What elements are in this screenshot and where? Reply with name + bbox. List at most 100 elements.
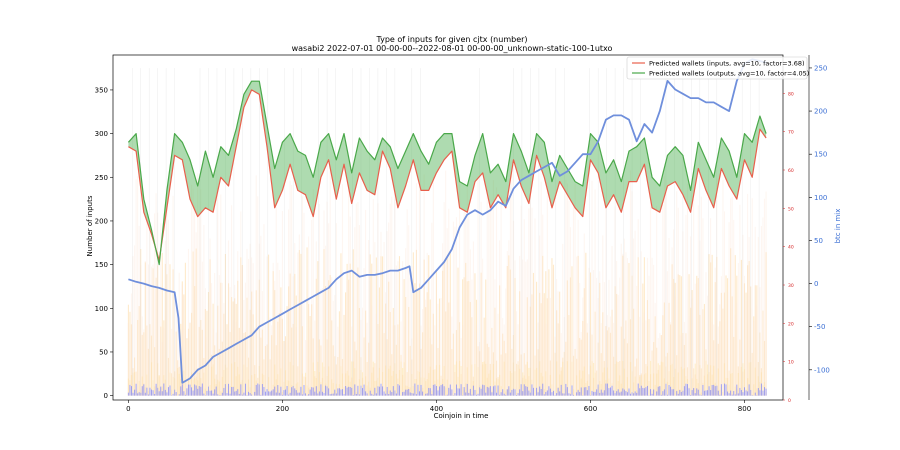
series-inputs-line-point <box>213 212 214 213</box>
series-btc-line-point <box>128 279 129 280</box>
series-btc-line-point <box>675 89 676 90</box>
series-inputs-line-point <box>528 203 529 204</box>
series-btc-line-point <box>313 296 314 297</box>
series-outputs-line-point <box>575 181 576 182</box>
x-tick-label: 0 <box>126 405 130 413</box>
series-outputs-line-point <box>490 172 491 173</box>
axes-frame <box>112 54 784 401</box>
series-inputs-line-point <box>659 212 660 213</box>
y-right2-tick-label: -100 <box>814 366 830 374</box>
series-outputs-line-point <box>182 142 183 143</box>
series-inputs-line-point <box>220 177 221 178</box>
series-outputs-line-point <box>420 151 421 152</box>
series-inputs-line-point <box>274 207 275 208</box>
series-outputs-line-point <box>590 133 591 134</box>
y-right1-tick-label: 0 <box>788 398 791 404</box>
series-outputs-line-point <box>567 168 568 169</box>
y-right1-tick-label: 60 <box>788 168 794 174</box>
series-outputs-line-point <box>736 177 737 178</box>
series-btc-line-point <box>367 274 368 275</box>
series-inputs-line <box>128 89 767 261</box>
y-right2-tick-label: 0 <box>814 280 818 288</box>
x-tick-label: 800 <box>738 405 751 413</box>
series-outputs-line-point <box>551 181 552 182</box>
series-btc-line-point <box>143 283 144 284</box>
series-inputs-line-point <box>451 151 452 152</box>
series-btc-line-point <box>320 292 321 293</box>
series-btc-line-point <box>659 111 660 112</box>
series-inputs-line-point <box>759 129 760 130</box>
series-outputs-line-point <box>243 94 244 95</box>
series-inputs-line-point <box>259 94 260 95</box>
series-btc-line-point <box>498 201 499 202</box>
series-btc-line-point <box>444 261 445 262</box>
series-btc-line-point <box>243 339 244 340</box>
series-btc-line-point <box>274 318 275 319</box>
series-btc-line-point <box>397 270 398 271</box>
y-right2-tick-label: 100 <box>814 194 827 202</box>
series-btc-line-point <box>178 318 179 319</box>
series-inputs-line-point <box>474 181 475 182</box>
series-inputs-line-point <box>359 172 360 173</box>
series-inputs-line-point <box>682 194 683 195</box>
y-tick-label: 250 <box>95 174 108 182</box>
series-outputs-line-point <box>390 146 391 147</box>
x-tick-label: 200 <box>276 405 289 413</box>
series-inputs-line-point <box>598 172 599 173</box>
series-btc-line-point <box>282 313 283 314</box>
series-btc-line-point <box>528 175 529 176</box>
series-btc-line-point <box>197 369 198 370</box>
series-btc-line-point <box>628 119 629 120</box>
y-tick-label: 200 <box>95 217 108 225</box>
series-outputs-line-point <box>305 155 306 156</box>
series-inputs-line-point <box>513 159 514 160</box>
series-outputs-line-point <box>474 155 475 156</box>
series-outputs-line-point <box>174 133 175 134</box>
series-btc-line-point <box>482 214 483 215</box>
series-btc-line-point <box>613 115 614 116</box>
series-inputs-line-point <box>752 177 753 178</box>
series-btc-line-point <box>343 273 344 274</box>
series-btc-line-point <box>136 281 137 282</box>
series-inputs-line-point <box>166 207 167 208</box>
series-outputs-line-point <box>266 124 267 125</box>
series-inputs-line-point <box>551 207 552 208</box>
series-inputs-line-point <box>413 159 414 160</box>
series-outputs-line-point <box>151 229 152 230</box>
series-btc-line-point <box>713 102 714 103</box>
y-right2-tick-label: 250 <box>814 64 827 72</box>
series-outputs-line-point <box>505 181 506 182</box>
y-right1-tick-label: 50 <box>788 206 794 212</box>
series-btc-line-point <box>667 80 668 81</box>
series-outputs-line-point <box>328 133 329 134</box>
series-outputs-line-point <box>128 142 129 143</box>
series-btc-line-point <box>544 167 545 168</box>
series-btc-line-point <box>382 273 383 274</box>
series-inputs-line-point <box>397 207 398 208</box>
series-btc-line-point <box>459 227 460 228</box>
series-inputs-line-point <box>698 168 699 169</box>
series-btc-line-point <box>151 286 152 287</box>
series-btc-line-point <box>159 287 160 288</box>
series-inputs-line-point <box>482 172 483 173</box>
series-btc-line-point <box>251 335 252 336</box>
y-axis-label: Number of inputs <box>86 195 94 256</box>
series-btc-line-point <box>436 270 437 271</box>
series-outputs-line-point <box>744 133 745 134</box>
series-inputs-line-point <box>675 181 676 182</box>
series-btc-line-point <box>490 210 491 211</box>
series-btc-line-point <box>474 210 475 211</box>
series-outputs-line-point <box>189 159 190 160</box>
y-tick-label: 100 <box>95 305 108 313</box>
x-axis-label: Coinjoin in time <box>434 412 489 420</box>
series-outputs-line-point <box>251 81 252 82</box>
series-inputs-line-point <box>436 172 437 173</box>
y-right1-tick-label: 40 <box>788 245 794 251</box>
series-outputs-line-point <box>367 151 368 152</box>
series-inputs-line-point <box>652 207 653 208</box>
series-outputs-line-point <box>228 155 229 156</box>
series-inputs-line-point <box>189 199 190 200</box>
series-inputs-line-point <box>428 190 429 191</box>
series-btc-line-point <box>351 270 352 271</box>
